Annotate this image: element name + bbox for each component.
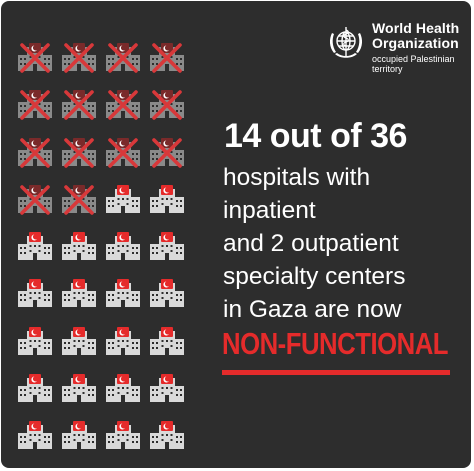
hospital-icon-grid <box>17 43 193 468</box>
hospital-building-icon <box>149 232 185 262</box>
region-line2: territory <box>372 64 403 74</box>
body-line: hospitals with <box>223 164 371 191</box>
hospital-building-icon <box>105 184 141 215</box>
hospital-crossed-out-icon <box>61 90 97 121</box>
hospital-building-icon <box>105 326 141 357</box>
hospital-building-icon <box>105 279 141 309</box>
hospital-building-icon <box>61 279 97 309</box>
status-label: NON-FUNCTIONAL <box>222 326 448 361</box>
headline: 14 out of 36 <box>224 117 407 155</box>
hospital-building-icon <box>61 374 97 404</box>
body-text: hospitals with inpatient and 2 outpatien… <box>223 161 405 326</box>
org-name-line2: Organization <box>372 35 459 51</box>
hospital-building-icon <box>149 184 185 215</box>
hospital-crossed-out-icon <box>105 43 141 73</box>
body-line: in Gaza are now <box>223 296 402 323</box>
hospital-building-icon <box>61 232 97 262</box>
hospital-building-icon <box>17 326 53 357</box>
hospital-building-icon <box>149 421 185 451</box>
hospital-crossed-out-icon <box>61 184 97 215</box>
body-line: specialty centers <box>223 263 406 290</box>
hospital-building-icon <box>105 421 141 451</box>
who-logo-block: World Health Organization occupied Pales… <box>325 21 459 74</box>
hospital-building-icon <box>105 374 141 404</box>
status-underline <box>222 370 450 375</box>
hospital-crossed-out-icon <box>17 90 53 121</box>
hospital-building-icon <box>149 374 185 404</box>
hospital-crossed-out-icon <box>61 137 97 168</box>
region-line1: occupied Palestinian <box>372 54 455 64</box>
hospital-crossed-out-icon <box>17 184 53 215</box>
hospital-building-icon <box>105 232 141 262</box>
body-line: and 2 outpatient <box>223 230 399 257</box>
hospital-crossed-out-icon <box>105 137 141 168</box>
hospital-crossed-out-icon <box>61 43 97 73</box>
who-emblem-icon <box>329 27 363 58</box>
hospital-building-icon <box>61 421 97 451</box>
hospital-building-icon <box>17 279 53 309</box>
hospital-building-icon <box>17 421 53 451</box>
hospital-crossed-out-icon <box>17 137 53 168</box>
hospital-crossed-out-icon <box>149 137 185 168</box>
hospital-building-icon <box>149 279 185 309</box>
hospital-building-icon <box>17 232 53 262</box>
hospital-crossed-out-icon <box>149 90 185 121</box>
hospital-building-icon <box>17 374 53 404</box>
hospital-crossed-out-icon <box>17 43 53 73</box>
body-line: inpatient <box>223 197 316 224</box>
hospital-crossed-out-icon <box>105 90 141 121</box>
org-name-line1: World Health <box>372 20 460 36</box>
hospital-building-icon <box>61 326 97 357</box>
hospital-building-icon <box>149 326 185 357</box>
hospital-crossed-out-icon <box>149 43 185 73</box>
